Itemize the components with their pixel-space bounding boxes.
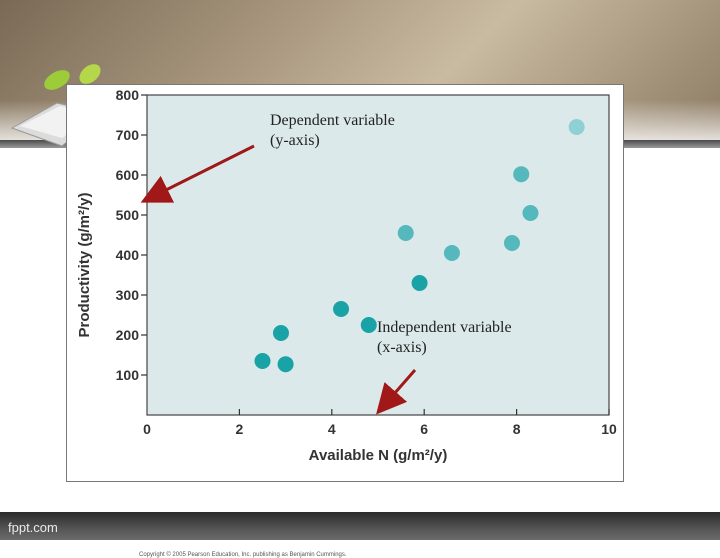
x-tick-label: 8 [513, 421, 521, 437]
y-tick-label: 400 [116, 247, 140, 263]
y-tick-label: 700 [116, 127, 140, 143]
dependent-annotation-line1: Dependent variable [270, 112, 395, 129]
data-point [568, 119, 585, 135]
brand-label: fppt.com [8, 520, 58, 535]
dependent-variable-annotation: Dependent variable (y-axis) [270, 111, 395, 151]
x-tick-label: 2 [236, 421, 244, 437]
independent-annotation-line2: (x-axis) [377, 339, 427, 356]
data-point [360, 317, 377, 333]
y-tick-label: 100 [116, 367, 140, 383]
data-point [272, 325, 289, 341]
independent-variable-annotation: Independent variable (x-axis) [377, 318, 512, 358]
y-tick-label: 800 [116, 87, 140, 103]
data-point [503, 235, 520, 251]
data-point [443, 245, 460, 261]
x-tick-label: 10 [601, 421, 617, 437]
x-tick-label: 4 [328, 421, 336, 437]
y-axis-label: Productivity (g/m²/y) [76, 192, 93, 337]
copyright-credit: Copyright © 2005 Pearson Education, Inc.… [139, 552, 347, 558]
data-point [397, 225, 414, 241]
independent-annotation-line1: Independent variable [377, 319, 512, 336]
x-axis-label: Available N (g/m²/y) [309, 447, 448, 464]
data-point [333, 301, 350, 317]
data-point [254, 353, 271, 369]
y-tick-label: 300 [116, 287, 140, 303]
x-tick-label: 0 [143, 421, 151, 437]
x-tick-label: 6 [420, 421, 428, 437]
footer-bar [0, 512, 720, 540]
data-point [522, 205, 539, 221]
y-tick-label: 600 [116, 167, 140, 183]
data-point [411, 275, 428, 291]
y-tick-label: 500 [116, 207, 140, 223]
y-tick-label: 200 [116, 327, 140, 343]
data-point [513, 166, 530, 183]
data-point [277, 356, 294, 373]
scatter-chart: 100 200 300 400 500 600 700 800 0 2 4 6 8 10 Available… [76, 87, 617, 464]
dependent-annotation-line2: (y-axis) [270, 132, 320, 149]
